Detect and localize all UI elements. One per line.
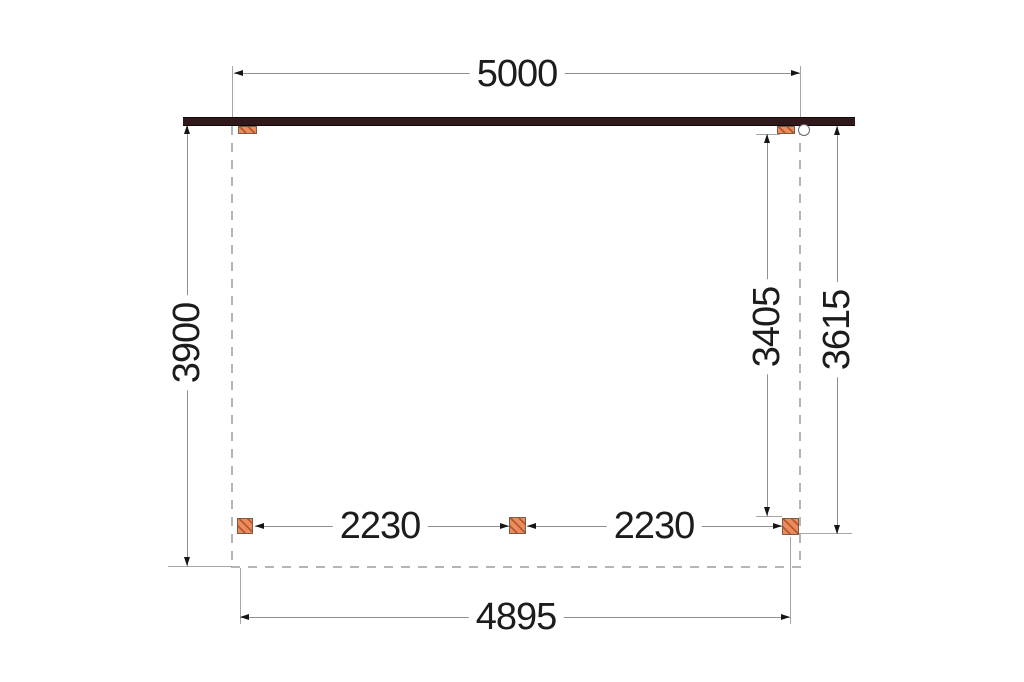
extension-line-top-right [800,66,801,117]
post-bottom-middle [509,517,526,534]
arrowhead [791,70,800,76]
dimension-label-right-outer-height: 3615 [816,282,858,378]
dimension-label-left-height: 3900 [166,295,208,391]
arrowhead [773,523,782,529]
arrowhead [527,523,536,529]
roof-outline-bottom [231,566,801,568]
arrowhead [781,614,790,620]
post-top-left [238,126,257,134]
post-bottom-left [237,518,253,534]
post-bottom-right [782,518,799,535]
arrowhead [764,134,770,143]
arrowhead [764,507,770,516]
dimension-label-bottom-width: 4895 [468,598,564,636]
extension-line-bottom-right [790,537,791,624]
downpipe-circle [798,124,810,136]
arrowhead [255,523,264,529]
extension-line-3615-bottom [798,533,852,534]
arrowhead [240,614,249,620]
arrowhead [184,125,190,134]
arrowhead [184,557,190,566]
dimension-label-span-right: 2230 [606,507,702,545]
extension-line-3405-bottom [756,516,782,517]
post-top-right [777,126,795,134]
roof-outline-left [231,126,233,568]
arrowhead [500,523,509,529]
extension-line-top-left [232,66,233,117]
dimension-label-span-left: 2230 [332,507,428,545]
extension-line-bottom-left [240,568,241,624]
arrowhead [234,70,243,76]
arrowhead [834,525,840,534]
wall-beam [183,117,855,126]
roof-outline-right [799,126,801,568]
dimension-label-right-inner-height: 3405 [746,279,788,375]
arrowhead [834,126,840,135]
dimension-label-top-width: 5000 [469,55,565,93]
extension-line-left-bottom [168,566,232,567]
